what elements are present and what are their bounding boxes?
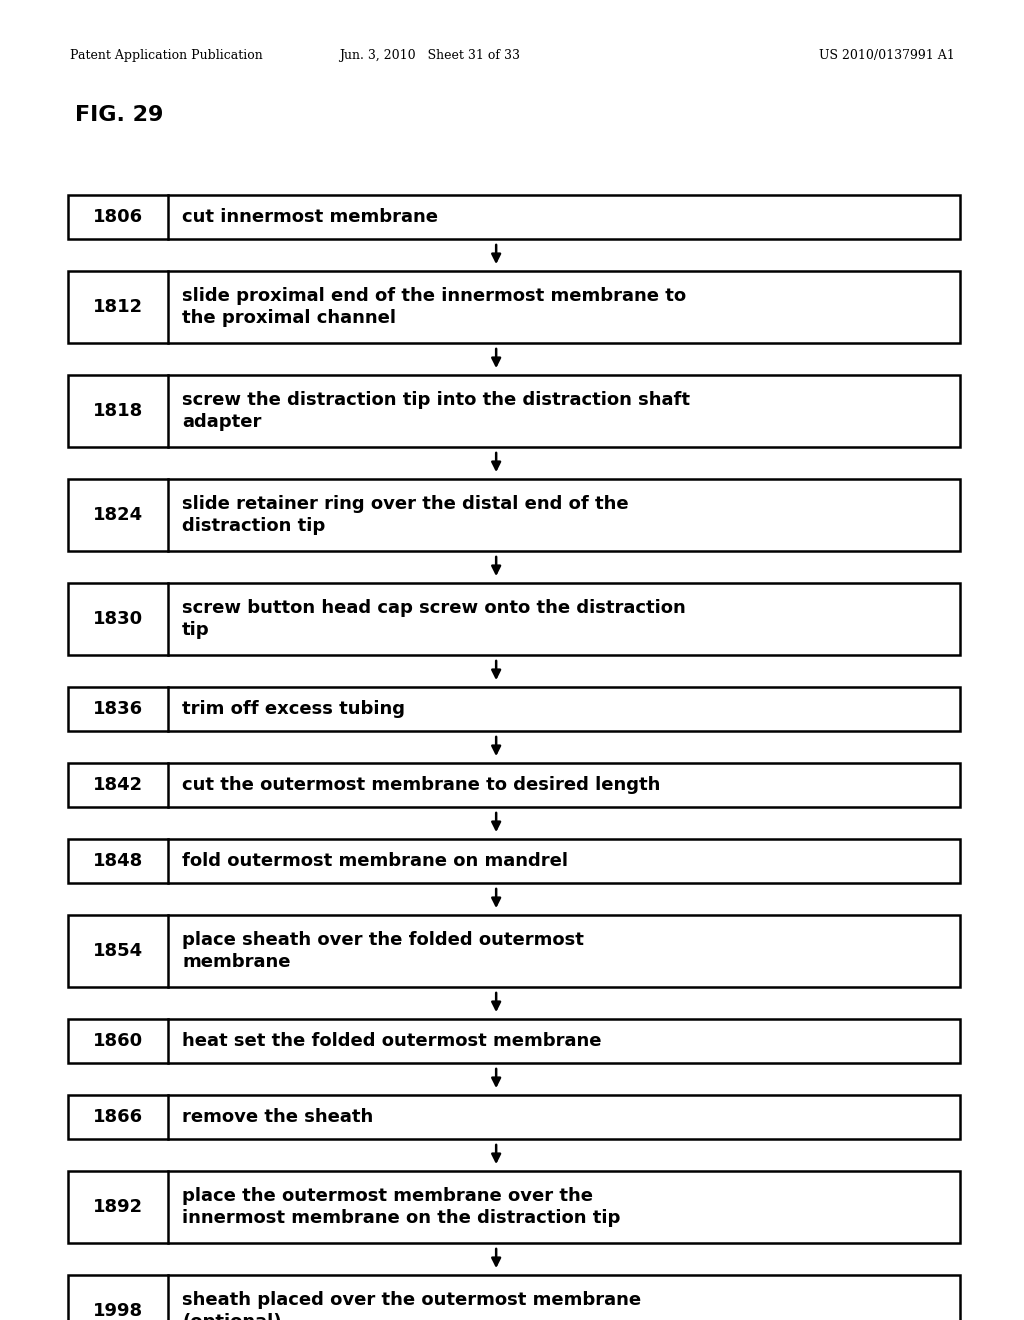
Bar [68,1019,961,1063]
Text: 1854: 1854 [93,942,143,960]
Text: 1892: 1892 [93,1199,143,1216]
Bar [68,1096,961,1139]
Text: screw button head cap screw onto the distraction
tip: screw button head cap screw onto the dis… [182,599,686,639]
Text: cut innermost membrane: cut innermost membrane [182,209,438,226]
Bar [68,271,961,343]
Text: 1824: 1824 [93,506,143,524]
Bar [68,1171,961,1243]
Text: place the outermost membrane over the
innermost membrane on the distraction tip: place the outermost membrane over the in… [182,1187,621,1228]
Text: US 2010/0137991 A1: US 2010/0137991 A1 [819,49,955,62]
Text: 1998: 1998 [93,1302,143,1320]
Text: Patent Application Publication: Patent Application Publication [70,49,263,62]
Text: 1818: 1818 [93,403,143,420]
Text: slide retainer ring over the distal end of the
distraction tip: slide retainer ring over the distal end … [182,495,629,535]
Bar [68,915,961,987]
Bar [68,840,961,883]
Text: 1860: 1860 [93,1032,143,1049]
Bar [68,686,961,731]
Text: 1836: 1836 [93,700,143,718]
Text: 1812: 1812 [93,298,143,315]
Text: 1842: 1842 [93,776,143,795]
Bar [68,763,961,807]
Text: Jun. 3, 2010   Sheet 31 of 33: Jun. 3, 2010 Sheet 31 of 33 [340,49,520,62]
Bar [68,583,961,655]
Text: cut the outermost membrane to desired length: cut the outermost membrane to desired le… [182,776,660,795]
Bar [68,1275,961,1320]
Text: fold outermost membrane on mandrel: fold outermost membrane on mandrel [182,851,568,870]
Text: 1806: 1806 [93,209,143,226]
Text: heat set the folded outermost membrane: heat set the folded outermost membrane [182,1032,601,1049]
Text: 1848: 1848 [93,851,143,870]
Bar [68,479,961,550]
Text: slide proximal end of the innermost membrane to
the proximal channel: slide proximal end of the innermost memb… [182,286,686,327]
Text: screw the distraction tip into the distraction shaft
adapter: screw the distraction tip into the distr… [182,391,690,432]
Text: 1866: 1866 [93,1107,143,1126]
Bar [68,195,961,239]
Text: remove the sheath: remove the sheath [182,1107,374,1126]
Text: sheath placed over the outermost membrane
(optional): sheath placed over the outermost membran… [182,1291,641,1320]
Text: place sheath over the folded outermost
membrane: place sheath over the folded outermost m… [182,931,584,972]
Text: trim off excess tubing: trim off excess tubing [182,700,406,718]
Text: FIG. 29: FIG. 29 [75,106,164,125]
Bar [68,375,961,447]
Text: 1830: 1830 [93,610,143,628]
